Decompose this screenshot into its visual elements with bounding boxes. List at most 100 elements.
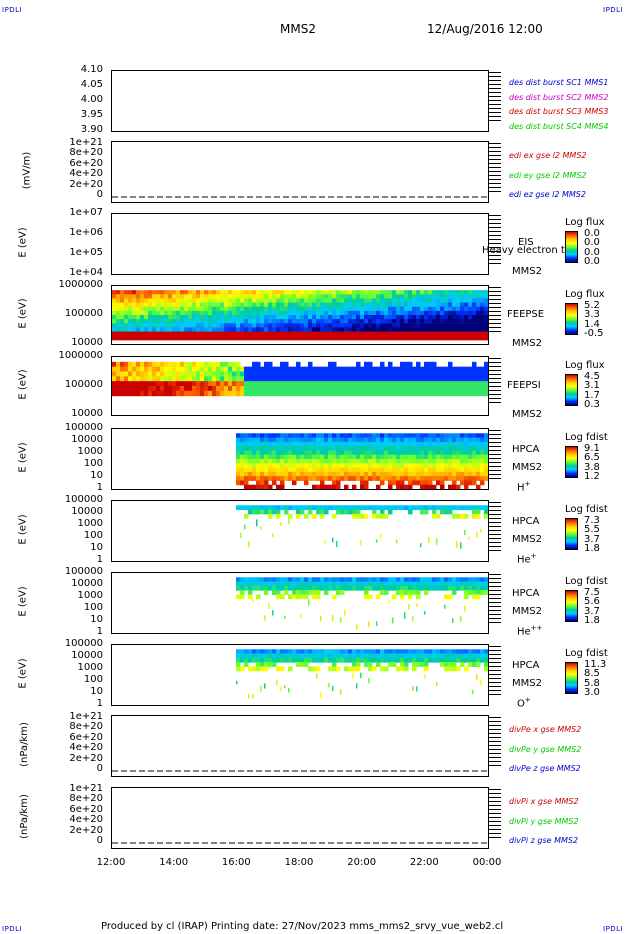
spectrum-cell — [440, 471, 445, 477]
spectrum-speckle — [252, 693, 254, 699]
spectrum-cell — [416, 310, 421, 316]
spectrum-cell — [408, 590, 413, 595]
edge-tick-marks — [489, 717, 501, 769]
spectrum-cell — [480, 331, 485, 337]
spectrum-speckle — [272, 533, 274, 537]
spectrum-cell — [324, 476, 329, 481]
spectrum-cell — [464, 476, 469, 481]
spectrum-cell — [364, 590, 369, 595]
spectrum-cell — [316, 590, 321, 595]
spectrum-cell — [360, 459, 365, 464]
spectrum-cell — [276, 585, 281, 591]
spectrum-cell — [444, 381, 449, 387]
spectrum-cell — [400, 376, 405, 382]
spectrum-cell — [472, 476, 477, 481]
spectrum-cell — [116, 390, 121, 397]
spectrum-cell — [408, 386, 413, 392]
spectrum-cell — [472, 577, 477, 583]
edge-tick — [489, 502, 501, 503]
spectrum-cell — [392, 294, 397, 299]
spectrum-cell — [284, 290, 289, 295]
spectrum-cell — [296, 594, 301, 600]
spectrum-cell — [136, 294, 141, 299]
spectrum-cell — [476, 371, 481, 377]
spectrum-cell — [340, 471, 345, 477]
spectrum-cell — [444, 454, 449, 460]
spectrum-cell — [260, 509, 265, 515]
spectrum-speckle — [368, 621, 370, 628]
spectrum-cell — [292, 376, 297, 382]
spectrum-cell — [296, 306, 301, 312]
spectrum-cell — [228, 294, 233, 299]
spectrum-cell — [200, 315, 205, 320]
spectrum-cell — [332, 480, 337, 486]
spectrum-cell — [336, 484, 341, 489]
spectrum-cell — [164, 327, 169, 333]
y-tick-label: 1e+21 — [69, 137, 103, 148]
edge-tick — [489, 442, 501, 443]
spectrum-cell — [424, 649, 429, 655]
spectrum-cell — [404, 463, 409, 469]
spectrum-cell — [200, 294, 205, 299]
spectrum-cell — [144, 390, 149, 397]
spectrum-cell — [280, 657, 285, 663]
spectrum-cell — [340, 323, 345, 328]
spectrum-cell — [304, 290, 309, 295]
spectrum-cell — [288, 463, 293, 469]
spectrum-cell — [388, 484, 393, 489]
spectrum-cell — [180, 306, 185, 312]
spectrum-cell — [368, 294, 373, 299]
spectrum-cell — [248, 315, 253, 320]
spectrum-cell — [312, 446, 317, 451]
spectrum-cell — [316, 441, 321, 447]
spectrum-cell — [228, 290, 233, 295]
spectrum-cell — [336, 323, 341, 328]
spectrum-cell — [192, 294, 197, 299]
spectrum-cell — [212, 315, 217, 320]
spectrum-cell — [352, 467, 357, 473]
edge-tick — [489, 398, 501, 399]
spectrum-cell — [136, 390, 141, 397]
spectrum-cell — [460, 298, 465, 304]
edge-tick — [489, 299, 501, 300]
spectrum-cell — [420, 662, 425, 667]
spectrum-cell — [164, 315, 169, 320]
spectrum-cell — [432, 484, 437, 489]
spectrum-cell — [392, 302, 397, 308]
spectrum-cell — [364, 294, 369, 299]
spectrum-cell — [380, 294, 385, 299]
spectrum-cell — [244, 437, 249, 443]
spectrum-cell — [236, 454, 241, 460]
spectrum-cell — [260, 323, 265, 328]
spectrum-cell — [432, 459, 437, 464]
spectrum-cell — [476, 657, 481, 663]
spectrum-cell — [368, 298, 373, 304]
zero-line-divpe — [112, 770, 488, 772]
spectrum-cell — [124, 361, 129, 368]
spectrum-cell — [396, 294, 401, 299]
spectrum-cell — [420, 649, 425, 655]
spectrum-cell — [296, 331, 301, 337]
spectrum-cell — [280, 459, 285, 464]
spectrum-cell — [440, 577, 445, 583]
spectrum-cell — [248, 366, 253, 372]
spectrum-cell — [312, 467, 317, 473]
species-label: O+ — [517, 696, 531, 710]
spectrum-cell — [332, 649, 337, 655]
spectrum-cell — [172, 315, 177, 320]
spectrum-cell — [464, 649, 469, 655]
spectrum-cell — [468, 585, 473, 591]
spectrum-cell — [428, 366, 433, 372]
spectrum-cell — [200, 306, 205, 312]
spectrum-cell — [428, 437, 433, 443]
spectrum-cell — [408, 335, 413, 341]
spectrum-cell — [416, 302, 421, 308]
spectrum-cell — [192, 386, 197, 392]
spectrum-cell — [384, 459, 389, 464]
spectrum-cell — [304, 390, 309, 397]
spectrum-cell — [344, 290, 349, 295]
spectrum-cell — [484, 331, 488, 337]
spectrum-cell — [336, 585, 341, 591]
spectrum-cell — [412, 433, 417, 439]
spectrum-cell — [216, 323, 221, 328]
